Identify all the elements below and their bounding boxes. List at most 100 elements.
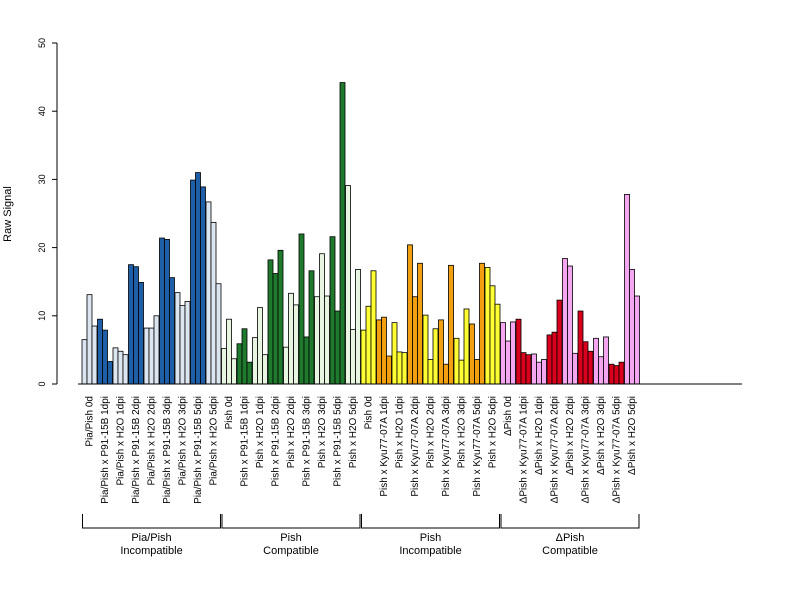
bar xyxy=(329,236,336,385)
bar xyxy=(634,295,640,385)
x-tick-label: Pish x Kyu77-07A 5dpi xyxy=(472,396,483,497)
bar xyxy=(355,269,361,385)
x-tick-label: Pia/Pish x H2O 5dpi xyxy=(209,396,220,486)
bar xyxy=(531,353,537,385)
bar xyxy=(205,201,212,385)
x-tick-label: Pia/Pish x P91-15B 5dpi xyxy=(193,396,204,504)
group-label-line2: Incompatible xyxy=(399,545,461,557)
x-tick-label: ΔPish x Kyu77-07A 2dpi xyxy=(550,396,561,503)
bar xyxy=(474,359,480,385)
x-tick-label: Pish x H2O 2dpi xyxy=(286,396,297,468)
bar xyxy=(164,239,170,385)
bar xyxy=(598,356,604,385)
bar xyxy=(288,292,294,385)
bar xyxy=(200,186,206,385)
bar xyxy=(479,262,485,385)
bar xyxy=(432,328,439,385)
x-tick-label: ΔPish x Kyu77-07A 3dpi xyxy=(581,396,592,503)
bar xyxy=(608,363,615,385)
bar xyxy=(246,361,253,385)
y-tick-label: 20 xyxy=(37,243,47,253)
x-tick-label: Pia/Pish x H2O 1dpi xyxy=(116,396,127,486)
x-tick-label: Pish x H2O 3dpi xyxy=(317,396,328,468)
bar xyxy=(510,321,516,385)
bar xyxy=(593,337,599,385)
bar xyxy=(215,283,222,385)
x-tick-label: ΔPish x H2O 1dpi xyxy=(534,396,545,475)
bar xyxy=(412,296,418,385)
bar xyxy=(350,329,356,385)
group-bracket xyxy=(361,514,500,529)
x-tick-label: Pish x H2O 1dpi xyxy=(395,396,406,468)
bar xyxy=(184,301,191,385)
x-tick-label: Pish x P91-15B 2dpi xyxy=(271,396,282,487)
group-brackets: Pia/PishIncompatiblePishCompatiblePishIn… xyxy=(82,514,640,557)
bar xyxy=(138,281,144,385)
x-tick-label: ΔPish x Kyu77-07A 5dpi xyxy=(612,396,623,503)
bar xyxy=(443,363,449,385)
bar xyxy=(169,277,175,385)
bar xyxy=(386,355,392,385)
bar xyxy=(572,352,578,385)
bar xyxy=(221,348,227,385)
bar xyxy=(391,322,398,385)
bar xyxy=(143,327,150,385)
bar xyxy=(469,323,475,385)
group-label-line2: Compatible xyxy=(542,545,598,557)
bar xyxy=(500,322,506,385)
group-label-line1: Pish xyxy=(420,532,441,544)
x-axis: Pia/Pish 0d Pia/Pish x P91-15B 1dpi Pia/Pi… xyxy=(78,383,742,504)
bar xyxy=(81,339,88,385)
x-tick-label: ΔPish x Kyu77-07A 1dpi xyxy=(519,396,530,503)
bar xyxy=(334,310,341,385)
bar xyxy=(365,305,372,385)
bar xyxy=(298,233,305,385)
bar xyxy=(308,270,315,385)
y-tick-label: 40 xyxy=(37,106,47,116)
group-bracket xyxy=(500,514,640,529)
bar xyxy=(562,258,568,385)
bars xyxy=(81,82,640,385)
group-label-line2: Incompatible xyxy=(120,545,182,557)
bar xyxy=(624,194,630,385)
bar xyxy=(262,354,268,385)
group-label-line1: Pia/Pish xyxy=(131,532,171,544)
bar xyxy=(267,259,274,385)
bar xyxy=(484,266,491,385)
y-tick-label: 0 xyxy=(37,381,47,386)
bar xyxy=(122,354,129,385)
bar xyxy=(319,253,325,385)
bar xyxy=(97,318,103,385)
bar xyxy=(438,319,444,385)
bar xyxy=(314,296,320,385)
bar xyxy=(546,334,553,385)
bar xyxy=(128,264,134,385)
x-tick-label: ΔPish x H2O 5dpi xyxy=(627,396,638,475)
bar xyxy=(195,172,201,385)
x-tick-label: ΔPish 0d xyxy=(503,396,514,436)
bar xyxy=(148,327,155,385)
bar xyxy=(210,221,217,385)
bar xyxy=(117,350,124,385)
bar xyxy=(226,318,232,385)
bar xyxy=(112,347,119,385)
x-tick-label: Pish x P91-15B 3dpi xyxy=(302,396,313,487)
x-tick-label: Pish x P91-15B 1dpi xyxy=(240,396,251,487)
bar xyxy=(541,359,547,385)
bar xyxy=(417,262,423,385)
bar xyxy=(360,329,367,385)
y-axis: 0 10 20 30 40 50 xyxy=(37,38,58,387)
x-tick-label: Pish x Kyu77-07A 3dpi xyxy=(441,396,452,497)
bar xyxy=(422,314,429,385)
bar xyxy=(463,308,470,385)
bar xyxy=(107,361,113,385)
y-tick-label: 10 xyxy=(37,311,47,321)
bar xyxy=(407,244,413,385)
bar xyxy=(448,264,454,385)
bar xyxy=(505,340,511,385)
x-tick-label: Pia/Pish x P91-15B 1dpi xyxy=(100,396,111,504)
bar xyxy=(179,305,186,385)
bar xyxy=(376,319,382,385)
x-tick-label: Pia/Pish x P91-15B 2dpi xyxy=(131,396,142,504)
group-bracket xyxy=(82,514,221,529)
